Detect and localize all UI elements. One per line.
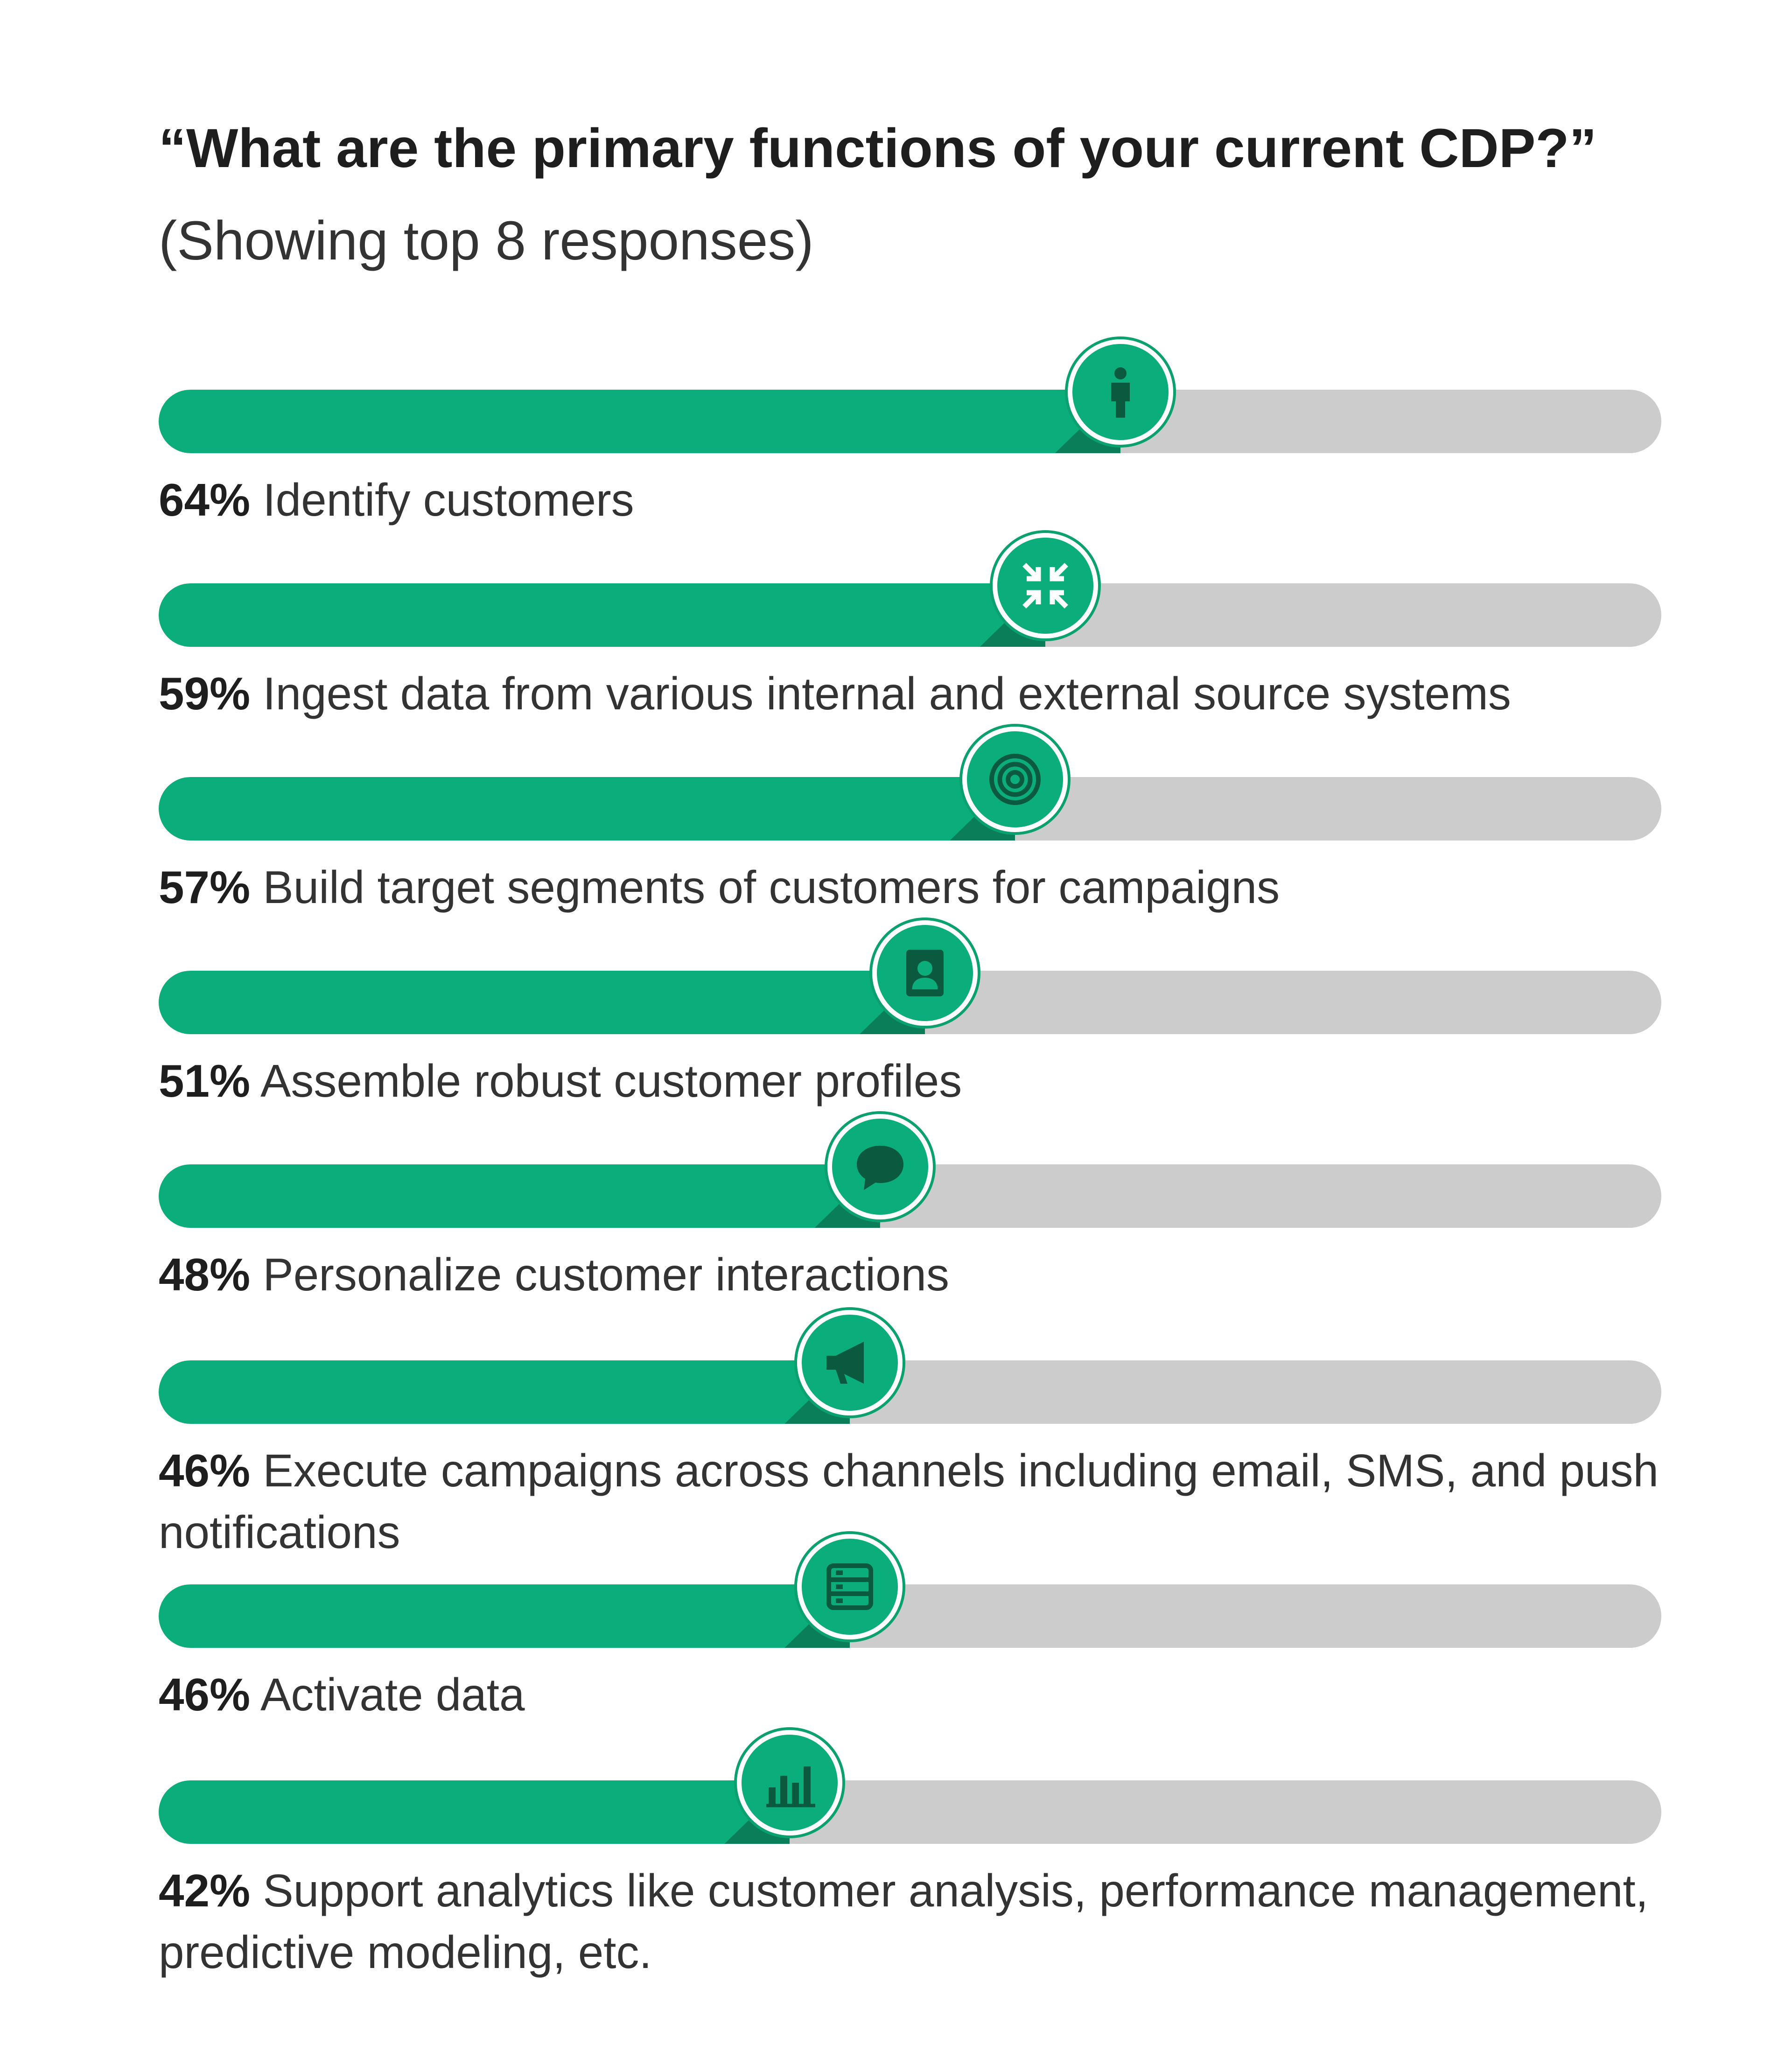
bar-label: 48% Personalize customer interactions [159, 1244, 1699, 1305]
bar-category-label: Support analytics like customer analysis… [159, 1865, 1648, 1978]
bar-fill [159, 777, 1015, 840]
bar-label: 51% Assemble robust customer profiles [159, 1050, 1699, 1112]
bar-category-label: Assemble robust customer profiles [250, 1055, 962, 1107]
target-icon [962, 727, 1068, 832]
bar-chart-icon [737, 1730, 843, 1835]
bar-track [159, 1584, 1661, 1648]
bar-label: 64% Identify customers [159, 469, 1699, 531]
bar-track [159, 777, 1661, 840]
bar-track [159, 1780, 1661, 1844]
bar-fill [159, 1584, 850, 1648]
bar-value-label: 59% [159, 668, 251, 719]
bar-value-label: 51% [159, 1055, 251, 1107]
bar-label: 46% Activate data [159, 1664, 1699, 1725]
database-icon [797, 1534, 903, 1639]
bar-fill [159, 1780, 790, 1844]
chart-title: “What are the primary functions of your … [159, 118, 1597, 179]
bar-category-label: Identify customers [250, 474, 634, 525]
profile-card-icon [872, 920, 978, 1026]
person-icon [1067, 339, 1173, 445]
bar-value-label: 46% [159, 1669, 251, 1720]
bar-track [159, 1360, 1661, 1424]
bar-category-label: Personalize customer interactions [250, 1249, 950, 1300]
bar-fill [159, 1360, 850, 1424]
bar-value-label: 64% [159, 474, 251, 525]
bar-category-label: Execute campaigns across channels includ… [159, 1445, 1659, 1558]
bar-label: 46% Execute campaigns across channels in… [159, 1440, 1699, 1563]
bar-category-label: Activate data [250, 1669, 525, 1720]
bar-value-label: 57% [159, 861, 251, 913]
bar-track [159, 390, 1661, 453]
bar-fill [159, 583, 1045, 647]
bar-category-label: Build target segments of customers for c… [250, 861, 1280, 913]
bar-value-label: 42% [159, 1865, 251, 1916]
chart-subtitle: (Showing top 8 responses) [159, 210, 814, 272]
bar-track [159, 583, 1661, 647]
megaphone-icon [797, 1310, 903, 1415]
bar-fill [159, 971, 925, 1034]
chat-bubble-icon [827, 1114, 933, 1219]
bar-label: 57% Build target segments of customers f… [159, 856, 1699, 918]
compress-arrows-icon [992, 533, 1098, 638]
bar-fill [159, 1164, 880, 1228]
bar-label: 42% Support analytics like customer anal… [159, 1860, 1699, 1983]
bar-value-label: 48% [159, 1249, 251, 1300]
bar-fill [159, 390, 1120, 453]
bar-value-label: 46% [159, 1445, 251, 1496]
bar-category-label: Ingest data from various internal and ex… [250, 668, 1511, 719]
bar-label: 59% Ingest data from various internal an… [159, 663, 1699, 724]
